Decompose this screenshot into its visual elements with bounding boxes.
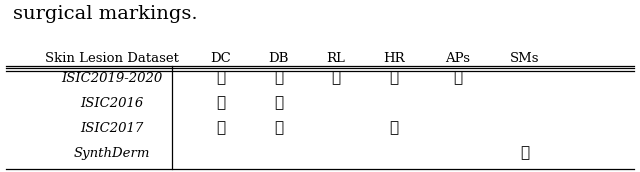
Text: RL: RL: [326, 52, 346, 64]
Text: surgical markings.: surgical markings.: [13, 5, 197, 23]
Text: SynthDerm: SynthDerm: [74, 147, 150, 160]
Text: HR: HR: [383, 52, 404, 64]
Text: APs: APs: [445, 52, 470, 64]
Text: ✓: ✓: [332, 71, 340, 85]
Text: ✓: ✓: [274, 96, 283, 110]
Text: ✓: ✓: [216, 71, 225, 85]
Text: ISIC2017: ISIC2017: [81, 122, 143, 135]
Text: ISIC2019-2020: ISIC2019-2020: [61, 72, 163, 85]
Text: ISIC2016: ISIC2016: [81, 97, 143, 110]
Text: ✓: ✓: [274, 121, 283, 135]
Text: ✓: ✓: [520, 147, 529, 160]
Text: SMs: SMs: [510, 52, 540, 64]
Text: ✓: ✓: [274, 71, 283, 85]
Text: ✓: ✓: [389, 121, 398, 135]
Text: DB: DB: [268, 52, 289, 64]
Text: ✓: ✓: [389, 71, 398, 85]
Text: ✓: ✓: [216, 121, 225, 135]
Text: ✓: ✓: [453, 71, 462, 85]
Text: Skin Lesion Dataset: Skin Lesion Dataset: [45, 52, 179, 64]
Text: ✓: ✓: [216, 96, 225, 110]
Text: DC: DC: [211, 52, 231, 64]
